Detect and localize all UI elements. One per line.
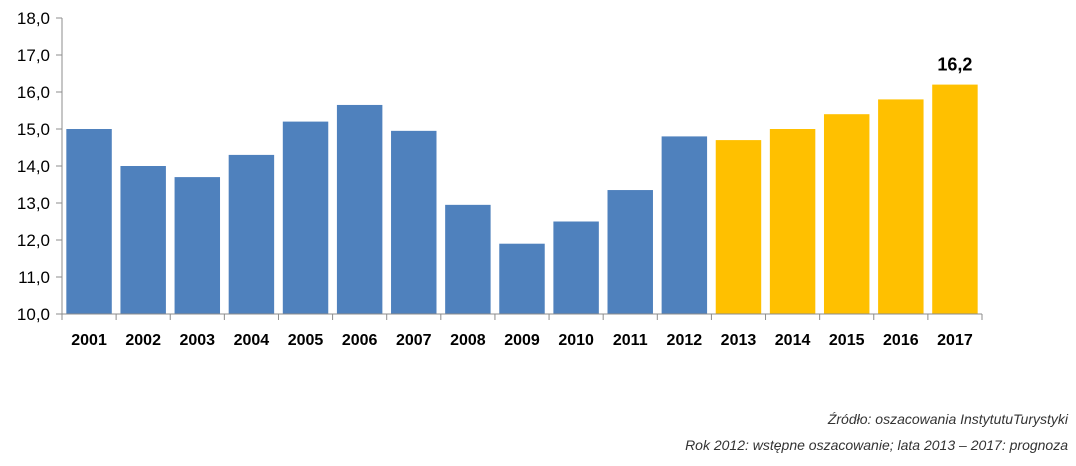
bar-2016: [878, 99, 924, 315]
x-tick-label: 2016: [883, 332, 919, 349]
bar-2003: [174, 177, 221, 314]
bar-2010: [553, 221, 599, 314]
x-tick-label: 2002: [125, 332, 161, 349]
y-tick-label: 11,0: [18, 268, 50, 287]
x-tick-label: 2007: [396, 332, 432, 349]
x-tick-label: 2012: [667, 332, 703, 349]
source-note: Źródło: oszacowania InstytutuTurystyki: [827, 411, 1068, 427]
bar-2017: [932, 84, 978, 314]
bar-2007: [391, 130, 437, 314]
x-tick-label: 2004: [234, 332, 270, 349]
bar-2015: [823, 114, 870, 314]
bar-2002: [120, 166, 166, 314]
bar-2013: [715, 140, 762, 314]
x-axis: 2001 2002 2003 2004 2005 2006 2007 2008 2009 2010…: [61, 313, 983, 349]
bar-2014: [769, 129, 816, 314]
x-tick-label: 2001: [71, 332, 107, 349]
bar-2011: [607, 190, 653, 314]
y-tick-label: 15,0: [17, 120, 50, 139]
x-tick-label: 2003: [179, 332, 215, 349]
bar-2006: [336, 104, 383, 314]
y-tick-label: 18,0: [17, 9, 50, 28]
x-tick-label: 2006: [342, 332, 378, 349]
y-axis: 10,0 11,0 12,0 13,0 14,0 15,0 16,0 17,0 18,0: [17, 9, 63, 324]
x-tick-label: 2010: [558, 332, 594, 349]
bar-2012: [661, 136, 708, 314]
data-labels: 16,2: [937, 55, 972, 75]
bar-2005: [282, 121, 329, 314]
y-tick-label: 10,0: [17, 305, 50, 324]
x-tick-label: 2013: [721, 332, 757, 349]
bar-2008: [445, 204, 491, 314]
y-tick-label: 13,0: [17, 194, 50, 213]
y-tick-label: 16,0: [17, 83, 50, 102]
x-tick-label: 2017: [937, 332, 973, 349]
y-tick-label: 12,0: [17, 231, 50, 250]
x-tick-label: 2011: [613, 332, 648, 349]
x-tick-label: 2015: [829, 332, 865, 349]
bars: [66, 84, 978, 315]
data-label-2017: 16,2: [937, 55, 972, 75]
x-tick-label: 2005: [288, 332, 324, 349]
bar-2009: [499, 243, 545, 314]
y-tick-label: 14,0: [17, 157, 50, 176]
x-tick-label: 2014: [775, 332, 811, 349]
y-tick-label: 17,0: [17, 46, 50, 65]
x-tick-label: 2009: [504, 332, 540, 349]
x-tick-label: 2008: [450, 332, 486, 349]
bar-chart: 10,0 11,0 12,0 13,0 14,0 15,0 16,0 17,0 18,0 200…: [17, 9, 983, 349]
bar-2001: [66, 129, 112, 314]
bar-2004: [228, 154, 275, 314]
forecast-note: Rok 2012: wstępne oszacowanie; lata 2013…: [685, 437, 1068, 453]
